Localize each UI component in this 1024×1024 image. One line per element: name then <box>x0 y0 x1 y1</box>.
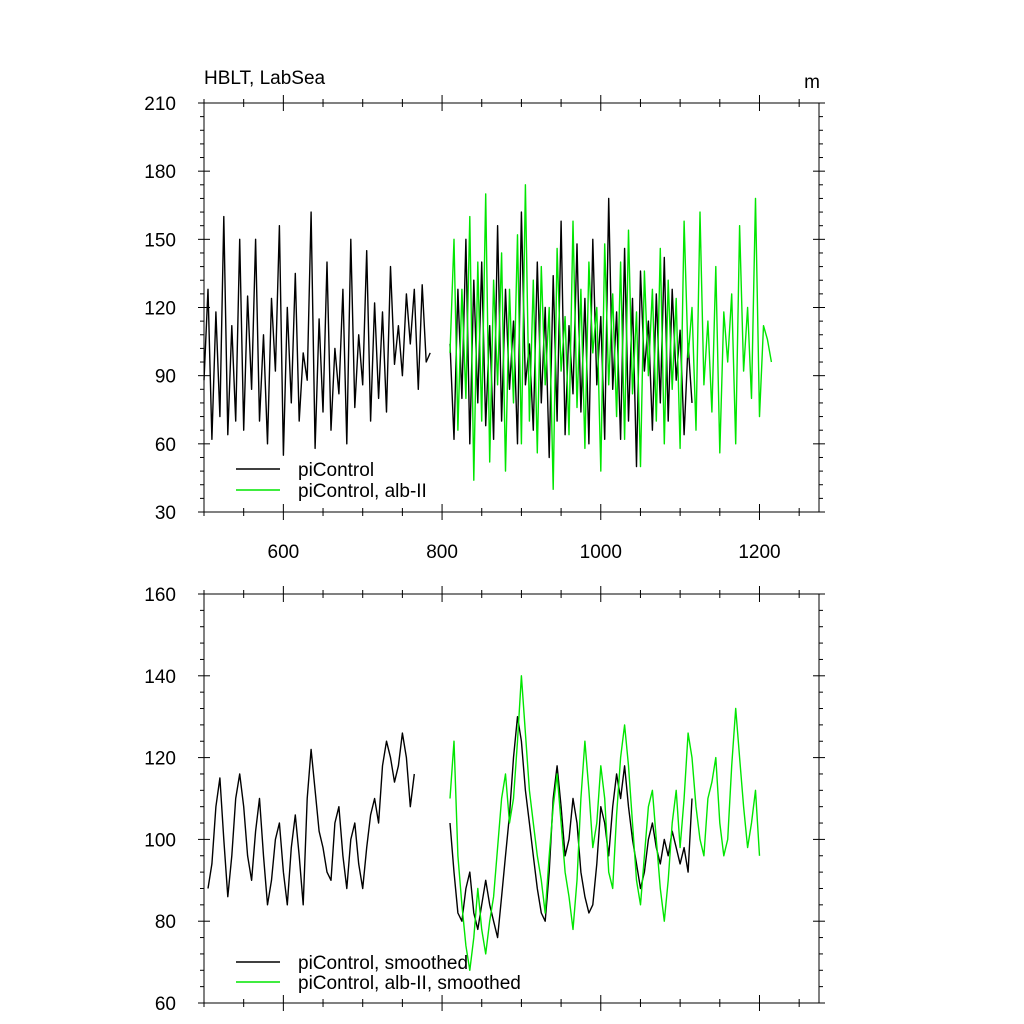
y-tick-label: 160 <box>144 585 176 606</box>
legend-label-alb-ii-smoothed: piControl, alb-II, smoothed <box>298 973 521 994</box>
y-tick-label: 210 <box>144 94 176 115</box>
y-tick-label: 180 <box>144 162 176 183</box>
plot-frame <box>203 593 820 1004</box>
legend-label-picontrol-smoothed: piControl, smoothed <box>298 953 468 974</box>
bottom-legend: piControl, smoothed piControl, alb-II, s… <box>236 953 521 994</box>
x-tick-label: 1200 <box>738 542 780 563</box>
x-tick-label: 800 <box>426 542 458 563</box>
series-line-picontrol-1 <box>449 716 693 939</box>
series-line-alb-ii-2 <box>449 184 773 490</box>
legend-label-picontrol: piControl <box>298 460 374 481</box>
series-line-picontrol-0 <box>207 732 415 906</box>
x-tick-label: 1000 <box>580 542 622 563</box>
top-plot-area: 30 60 90 120 150 180 210 600 800 1000 1200 <box>144 94 825 563</box>
y-tick-label: 60 <box>155 994 176 1015</box>
x-tick-label: 600 <box>268 542 300 563</box>
y-axis: 30 60 90 120 150 180 210 <box>144 94 825 524</box>
series-line-alb-ii-2 <box>449 675 761 971</box>
x-axis: 600 800 1000 1200 <box>203 95 800 563</box>
y-tick-label: 150 <box>144 230 176 251</box>
y-tick-label: 60 <box>155 435 176 456</box>
bottom-plot-area: 60 80 100 120 140 160 <box>144 585 825 1015</box>
y-tick-label: 140 <box>144 667 176 688</box>
x-axis <box>203 586 800 1011</box>
y-tick-label: 120 <box>144 299 176 320</box>
units-label: m <box>804 72 820 93</box>
bottom-panel: 60 80 100 120 140 160 piControl, smoothed piC… <box>144 585 825 1015</box>
top-panel: HBLT, LabSea m 30 60 90 120 150 180 210 600 800 1… <box>144 68 825 563</box>
top-legend: piControl piControl, alb-II <box>236 460 427 502</box>
legend-label-alb-ii: piControl, alb-II <box>298 481 427 502</box>
chart-title: HBLT, LabSea <box>204 68 326 89</box>
y-tick-label: 90 <box>155 367 176 388</box>
series-line-picontrol-0 <box>203 211 431 456</box>
y-tick-label: 80 <box>155 912 176 933</box>
y-axis: 60 80 100 120 140 160 <box>144 585 825 1015</box>
y-tick-label: 100 <box>144 830 176 851</box>
y-tick-label: 30 <box>155 503 176 524</box>
y-tick-label: 120 <box>144 749 176 770</box>
series-group <box>203 184 773 490</box>
series-group <box>207 675 761 971</box>
